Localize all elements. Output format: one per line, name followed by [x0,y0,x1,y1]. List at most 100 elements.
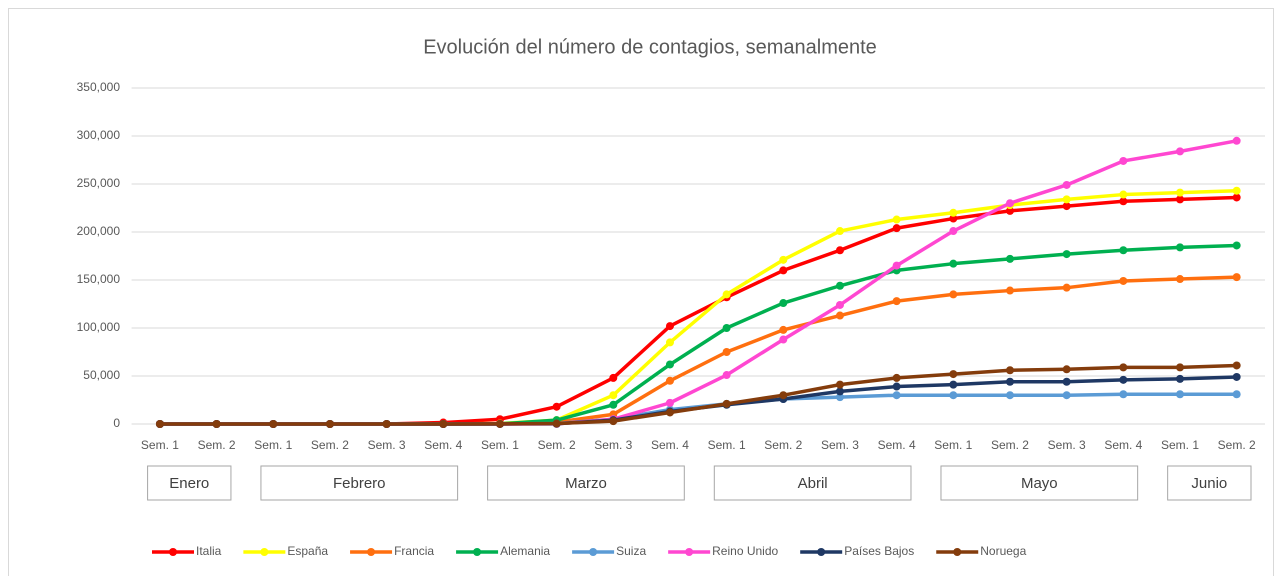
point [1175,243,1184,252]
month-box [940,465,1139,501]
point [779,266,788,275]
point [1175,390,1184,399]
x-tick-label: Sem. 2 [311,438,349,452]
x-tick-label: Sem. 4 [1104,438,1142,452]
point [665,360,674,369]
point [949,227,958,236]
legend-marker [367,548,376,556]
point [722,399,731,408]
point [835,227,844,236]
point [892,224,901,233]
point [1062,283,1071,292]
legend-label: Alemania [500,544,550,558]
point [835,393,844,402]
point [722,324,731,332]
point [835,387,844,396]
point [1119,375,1128,384]
y-tick-label: 200,000 [77,224,121,238]
point [1062,377,1071,386]
point [155,420,164,428]
x-tick-label: Sem. 2 [1218,438,1256,452]
y-tick-label: 300,000 [77,128,121,142]
point [1232,390,1241,399]
point [949,290,958,299]
chart-title: Evolución del número de contagios, seman… [423,36,877,58]
point [949,208,958,217]
point [1232,136,1241,145]
point [1062,195,1071,204]
point [1005,377,1014,386]
point [722,348,731,356]
point [1232,186,1241,195]
y-tick-label: 0 [113,416,120,430]
point [1175,147,1184,156]
legend-label: Reino Unido [712,544,778,558]
point [1062,365,1071,374]
point [949,259,958,268]
legend-marker [685,548,694,556]
x-tick-label: Sem. 1 [708,438,746,452]
y-tick-label: 50,000 [83,368,120,382]
point [1232,193,1241,202]
point [1175,275,1184,284]
month-label: Marzo [565,475,607,492]
point [1062,202,1071,211]
month-box [147,465,232,501]
point [949,380,958,389]
point [949,391,958,400]
point [609,391,618,400]
legend-marker [817,548,826,556]
y-tick-label: 250,000 [77,176,121,190]
series-line [159,363,1237,426]
point [665,408,674,417]
x-tick-label: Sem. 2 [991,438,1029,452]
point [892,297,901,306]
point [212,420,221,428]
point [665,338,674,347]
legend-marker [260,548,269,556]
x-tick-label: Sem. 1 [1161,438,1199,452]
point [665,322,674,331]
y-tick-label: 350,000 [77,80,121,94]
point [722,371,731,380]
y-tick-label: 100,000 [77,320,121,334]
x-tick-label: Sem. 2 [764,438,802,452]
point [949,214,958,223]
legend-label: Francia [394,544,434,558]
point [1005,206,1014,215]
point [1119,390,1128,399]
x-tick-label: Sem. 3 [1048,438,1086,452]
point [722,290,731,299]
x-tick-label: Sem. 4 [424,438,462,452]
x-tick-label: Sem. 1 [934,438,972,452]
month-label: Enero [169,475,209,492]
point [382,420,391,428]
point [779,299,788,308]
point [1005,254,1014,263]
point [439,420,448,428]
point [892,261,901,270]
point [892,373,901,382]
point [1119,276,1128,285]
x-tick-label: Sem. 4 [878,438,916,452]
x-tick-label: Sem. 3 [821,438,859,452]
month-label: Junio [1191,475,1227,492]
point [1062,391,1071,400]
x-tick-label: Sem. 1 [481,438,519,452]
point [1119,197,1128,206]
point [949,370,958,379]
legend-label: Noruega [980,544,1026,558]
point [1119,156,1128,165]
point [1232,273,1241,282]
point [892,391,901,400]
point [1232,372,1241,381]
legend-marker [169,548,177,556]
point [665,376,674,385]
month-box [487,465,685,501]
point [1062,250,1071,259]
point [1005,199,1014,208]
y-tick-label: 150,000 [77,272,121,286]
x-tick-label: Sem. 1 [141,438,179,452]
legend-label: España [287,544,328,558]
legend-label: Suiza [616,544,646,558]
